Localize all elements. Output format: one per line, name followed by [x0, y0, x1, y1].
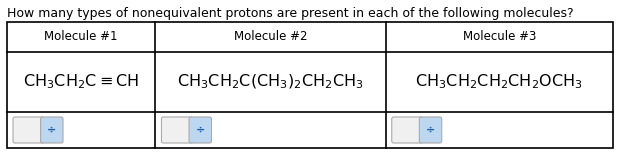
Text: Molecule #3: Molecule #3	[463, 30, 536, 43]
FancyBboxPatch shape	[419, 117, 441, 143]
Text: $\mathregular{CH_3CH_2C(CH_3)_2CH_2CH_3}$: $\mathregular{CH_3CH_2C(CH_3)_2CH_2CH_3}…	[177, 73, 364, 91]
Text: $\mathregular{CH_3CH_2C{\equiv}CH}$: $\mathregular{CH_3CH_2C{\equiv}CH}$	[23, 73, 140, 91]
Text: ÷: ÷	[426, 125, 435, 135]
Text: Molecule #2: Molecule #2	[234, 30, 308, 43]
FancyBboxPatch shape	[161, 117, 193, 143]
Text: $\mathregular{CH_3CH_2CH_2CH_2OCH_3}$: $\mathregular{CH_3CH_2CH_2CH_2OCH_3}$	[415, 73, 583, 91]
FancyBboxPatch shape	[392, 117, 423, 143]
Bar	[7, 22, 613, 148]
Text: Molecule #1: Molecule #1	[45, 30, 118, 43]
FancyBboxPatch shape	[40, 117, 63, 143]
Text: How many types of nonequivalent protons are present in each of the following mol: How many types of nonequivalent protons …	[7, 6, 574, 19]
Text: ÷: ÷	[47, 125, 56, 135]
FancyBboxPatch shape	[189, 117, 211, 143]
Text: ÷: ÷	[196, 125, 205, 135]
FancyBboxPatch shape	[13, 117, 45, 143]
